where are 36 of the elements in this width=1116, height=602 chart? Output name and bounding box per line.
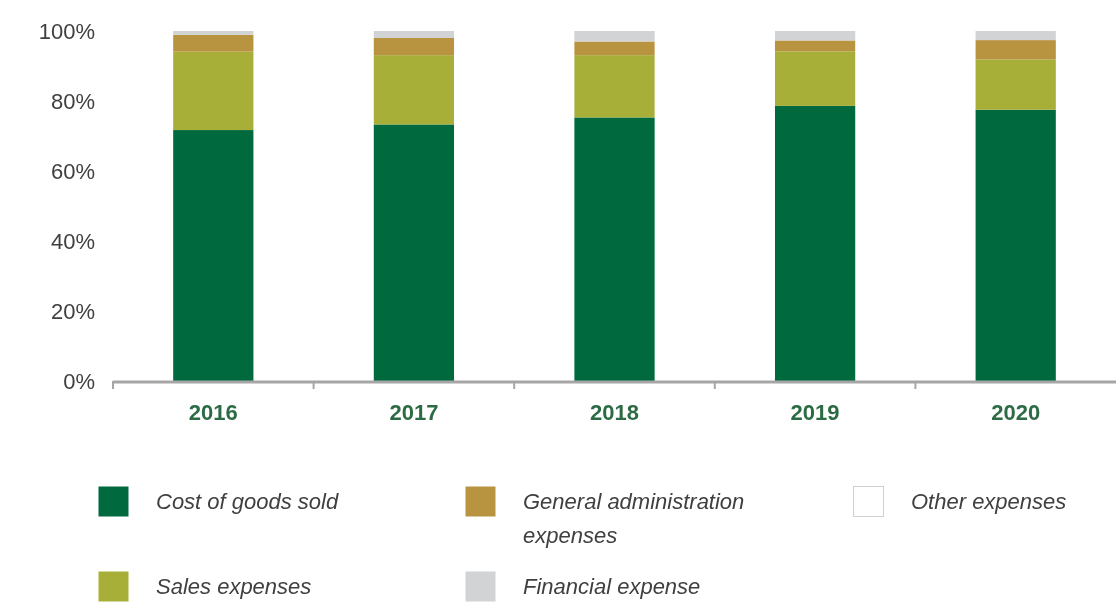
bar: [774, 51, 856, 106]
bar: [574, 41, 655, 56]
bar: [774, 105, 856, 381]
x-tick-label: 2018: [590, 400, 639, 425]
y-tick-label: 100%: [38, 19, 95, 44]
y-tick-label: 0%: [63, 369, 95, 394]
y-tick-label: 60%: [50, 159, 95, 184]
y-tick-label: 20%: [50, 299, 95, 324]
bar: [574, 117, 655, 381]
x-tick-label: 2020: [991, 400, 1041, 425]
x-tick-label: 2019: [790, 400, 840, 425]
bar: [373, 38, 455, 56]
y-tick-label: 80%: [50, 89, 95, 114]
bar: [574, 31, 655, 42]
bar: [173, 130, 254, 381]
bar: [574, 55, 655, 118]
legend-label: Cost of goods sold: [156, 489, 339, 514]
bar: [173, 31, 254, 35]
bar: [373, 124, 455, 381]
bar: [975, 40, 1056, 60]
legend-label: Sales expenses: [156, 574, 312, 599]
y-tick-label: 40%: [50, 229, 95, 254]
bar: [975, 109, 1056, 381]
x-tick-label: 2017: [389, 400, 439, 425]
bar: [373, 31, 455, 38]
bar: [975, 31, 1056, 41]
bar: [774, 31, 856, 41]
legend-label: Other expenses: [911, 489, 1067, 514]
bar: [373, 55, 455, 125]
x-tick-label: 2016: [188, 400, 238, 425]
bar: [173, 34, 254, 52]
bar: [975, 59, 1056, 110]
bar: [173, 51, 254, 131]
legend-label: Financial expense: [523, 574, 701, 599]
bar: [774, 40, 856, 52]
legend-label: General administration expenses: [523, 489, 745, 548]
